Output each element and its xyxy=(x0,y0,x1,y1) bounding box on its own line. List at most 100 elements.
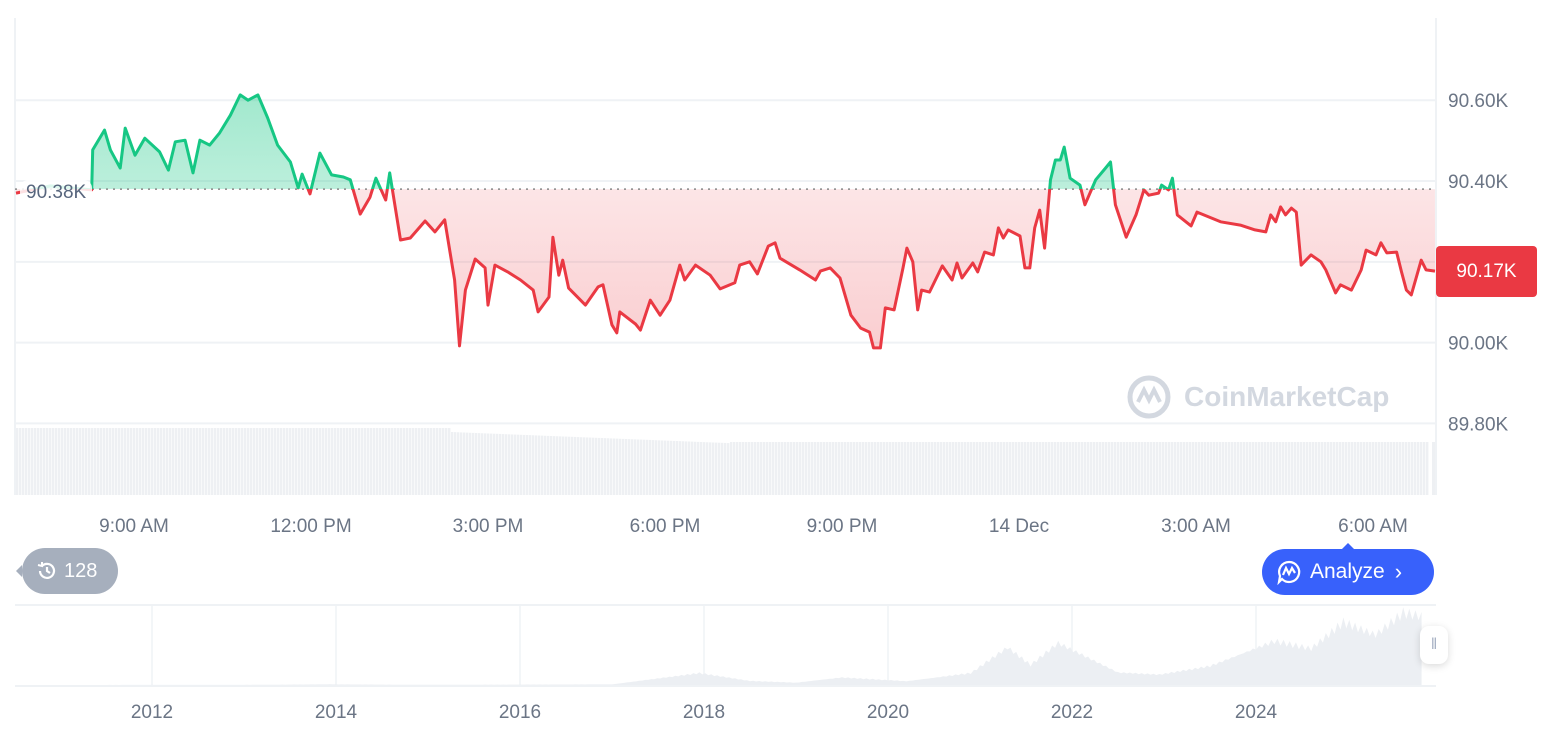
volume-bar xyxy=(634,439,637,495)
volume-bar xyxy=(475,433,478,495)
volume-bar xyxy=(1003,442,1006,495)
volume-bar xyxy=(1207,442,1210,495)
volume-bar xyxy=(1264,442,1267,495)
volume-bar xyxy=(715,442,718,495)
volume-bar xyxy=(1396,442,1399,495)
volume-bars xyxy=(16,428,1435,495)
volume-bar xyxy=(1195,442,1198,495)
navigator[interactable]: 2012 2014 2016 2018 2020 2022 2024 xyxy=(15,604,1436,723)
x-tick-label: 6:00 PM xyxy=(630,516,701,537)
volume-bar xyxy=(1165,442,1168,495)
navigator-year-label: 2020 xyxy=(867,702,909,723)
volume-bar xyxy=(1378,442,1381,495)
volume-bar xyxy=(19,428,22,495)
volume-bar xyxy=(22,428,25,495)
coinmarketcap-logo-icon xyxy=(1127,375,1171,419)
volume-bar xyxy=(916,442,919,495)
volume-bar xyxy=(877,442,880,495)
volume-bar xyxy=(1381,442,1384,495)
volume-bar xyxy=(427,428,430,495)
volume-bar xyxy=(463,432,466,495)
volume-bar xyxy=(556,436,559,495)
volume-bar xyxy=(91,428,94,495)
volume-bar xyxy=(862,442,865,495)
volume-bar xyxy=(1348,442,1351,495)
volume-bar xyxy=(1180,442,1183,495)
price-line-up xyxy=(28,93,1176,189)
volume-bar xyxy=(337,428,340,495)
volume-bar xyxy=(1375,442,1378,495)
volume-bar xyxy=(118,428,121,495)
volume-bar xyxy=(232,428,235,495)
volume-bar xyxy=(736,442,739,495)
volume-bar xyxy=(397,428,400,495)
volume-bar xyxy=(832,442,835,495)
volume-bar xyxy=(679,441,682,495)
volume-bar xyxy=(1138,442,1141,495)
volume-bar xyxy=(142,428,145,495)
volume-bar xyxy=(166,428,169,495)
volume-bar xyxy=(1111,442,1114,495)
volume-bar xyxy=(844,442,847,495)
volume-bar xyxy=(1132,442,1135,495)
volume-bar xyxy=(466,432,469,495)
volume-bar xyxy=(244,428,247,495)
volume-bar xyxy=(472,432,475,495)
volume-bar xyxy=(1309,442,1312,495)
volume-bar xyxy=(250,428,253,495)
volume-bar xyxy=(409,428,412,495)
volume-bar xyxy=(574,436,577,495)
volume-bar xyxy=(43,428,46,495)
volume-bar xyxy=(1273,442,1276,495)
volume-bar xyxy=(205,428,208,495)
volume-bar xyxy=(157,428,160,495)
volume-bar xyxy=(1039,442,1042,495)
volume-bar xyxy=(283,428,286,495)
volume-bar xyxy=(1405,442,1408,495)
volume-bar xyxy=(814,442,817,495)
volume-bar xyxy=(502,434,505,495)
y-tick-label: 89.80K xyxy=(1448,414,1509,435)
history-button[interactable]: 128 xyxy=(16,548,118,594)
volume-bar xyxy=(976,442,979,495)
volume-bar xyxy=(478,433,481,495)
volume-bar xyxy=(469,432,472,495)
volume-bar xyxy=(376,428,379,495)
analyze-button[interactable]: Analyze › xyxy=(1262,543,1434,595)
volume-bar xyxy=(211,428,214,495)
volume-bar xyxy=(508,434,511,495)
volume-bar xyxy=(1213,442,1216,495)
volume-bar xyxy=(1300,442,1303,495)
volume-bar xyxy=(1075,442,1078,495)
volume-bar xyxy=(973,442,976,495)
volume-bar xyxy=(853,442,856,495)
volume-bar xyxy=(1423,442,1426,495)
y-tick-label: 90.60K xyxy=(1448,91,1509,112)
volume-bar xyxy=(520,434,523,495)
volume-bar xyxy=(514,434,517,495)
volume-bar xyxy=(73,428,76,495)
volume-bar xyxy=(1036,442,1039,495)
volume-bar xyxy=(259,428,262,495)
volume-bar xyxy=(637,439,640,495)
volume-bar xyxy=(1240,442,1243,495)
volume-bar xyxy=(235,428,238,495)
navigator-drag-handle[interactable]: ‖ xyxy=(1420,626,1448,664)
volume-bar xyxy=(1225,442,1228,495)
volume-bar xyxy=(343,428,346,495)
volume-bar xyxy=(667,440,670,495)
volume-bar xyxy=(703,442,706,495)
volume-bar xyxy=(484,433,487,495)
volume-bar xyxy=(79,428,82,495)
volume-bar xyxy=(1129,442,1132,495)
volume-bar xyxy=(229,428,232,495)
volume-bar xyxy=(1288,442,1291,495)
volume-bar xyxy=(145,428,148,495)
volume-bar xyxy=(1327,442,1330,495)
volume-bar xyxy=(532,435,535,495)
volume-bar xyxy=(1234,442,1237,495)
volume-bar xyxy=(253,428,256,495)
volume-bar xyxy=(1417,442,1420,495)
volume-bar xyxy=(964,442,967,495)
